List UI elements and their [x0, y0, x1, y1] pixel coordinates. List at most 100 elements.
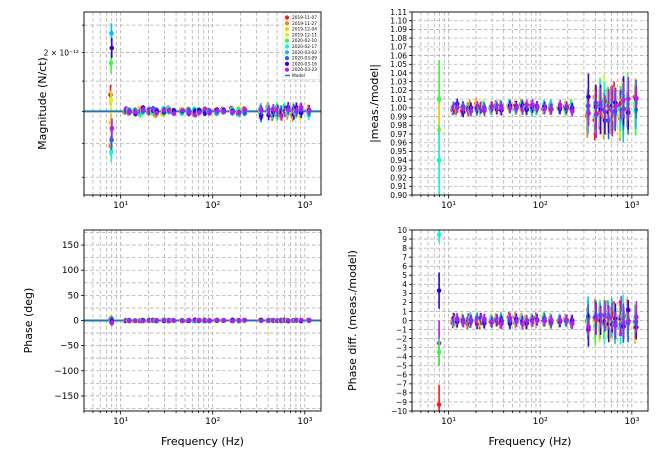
data-point [507, 105, 513, 111]
data-point [524, 102, 530, 108]
data-point [108, 97, 114, 103]
y-tick-label: 1.05 [390, 60, 407, 69]
y-tick-label: 1.03 [390, 78, 407, 87]
y-tick-label: 1.00 [390, 104, 407, 113]
data-point [499, 105, 504, 111]
y-tick-label: 50 [68, 291, 80, 301]
data-point [162, 108, 167, 113]
y-tick-label: 1.08 [390, 34, 407, 43]
data-point [436, 157, 442, 163]
y-tick-label: −6 [396, 371, 407, 380]
data-point [634, 314, 639, 320]
data-point [108, 60, 114, 66]
data-point [133, 109, 138, 115]
legend-swatch [284, 67, 290, 72]
x-tick-label: 10² [205, 201, 220, 211]
data-point [468, 108, 474, 114]
data-point [507, 315, 513, 321]
x-tick-label: 10¹ [441, 417, 456, 427]
panel-ratio: 10¹ 10² 10³0.900.910.920.930.940.950.960.9… [368, 8, 649, 211]
data-point [634, 95, 639, 101]
x-axis-label: Frequency (Hz) [489, 435, 572, 448]
data-point [436, 96, 442, 102]
y-tick-label: 1.09 [390, 25, 407, 34]
legend-swatch [284, 56, 290, 61]
legend-label: 2020-03-02 [292, 50, 317, 56]
data-point [259, 107, 264, 113]
y-tick-label: −150 [54, 392, 79, 402]
legend-swatch [284, 50, 290, 55]
x-tick-label: 10³ [297, 201, 312, 211]
data-point [242, 107, 248, 112]
legend-swatch [284, 38, 290, 43]
data-point [534, 318, 540, 323]
data-point [127, 318, 132, 323]
y-tick-label: −4 [396, 353, 407, 362]
data-point [299, 317, 304, 323]
y-axis-label: |meas./model| [368, 64, 381, 143]
y-axis-label: Phase diff. (meas./model) [346, 250, 359, 391]
y-tick-label: 1.02 [390, 86, 407, 95]
data-point [221, 109, 227, 114]
data-point [215, 317, 220, 323]
y-tick-label: 1.07 [390, 43, 407, 52]
y-tick-label: −50 [60, 342, 79, 352]
legend-label: 2020-03-23 [292, 67, 317, 73]
data-point [171, 318, 177, 323]
data-point [140, 318, 146, 324]
data-point [279, 113, 284, 119]
data-point [557, 318, 563, 323]
y-tick-label: 2 [402, 298, 407, 307]
legend-label: 2020-02-17 [292, 44, 317, 50]
data-point [461, 105, 466, 111]
data-point [542, 318, 548, 324]
x-axis-label: Frequency (Hz) [161, 435, 244, 448]
data-point [259, 318, 264, 324]
y-tick-label: −1 [396, 325, 407, 334]
y-tick-label: 0.96 [390, 139, 407, 148]
x-tick-label: 10³ [624, 201, 639, 211]
data-point [468, 317, 474, 323]
data-point [140, 107, 146, 112]
y-tick-label: 1.10 [390, 17, 407, 26]
data-point [455, 105, 460, 110]
data-point [557, 102, 563, 108]
data-point [455, 316, 460, 322]
legend-swatch [284, 44, 290, 49]
data-point [127, 110, 132, 115]
y-tick-label: −2 [396, 334, 407, 343]
y-tick-label: 0 [402, 316, 407, 325]
y-tick-label: 0.91 [390, 182, 407, 191]
y-tick-label: −7 [396, 380, 407, 389]
data-point [286, 318, 291, 323]
data-point [613, 104, 618, 109]
x-tick-label: 10³ [297, 417, 312, 427]
y-tick-label: −5 [396, 362, 407, 371]
y-tick-label: 0.99 [390, 112, 407, 121]
data-point [514, 105, 519, 111]
data-point [586, 94, 591, 100]
y-tick-label: 0.90 [390, 191, 407, 200]
data-point [197, 110, 202, 115]
data-point [186, 317, 192, 323]
y-tick-label: 10 [397, 226, 407, 235]
data-point [109, 30, 114, 36]
data-point [499, 321, 504, 327]
data-point [598, 99, 604, 105]
y-axis-label: Phase (deg) [22, 288, 35, 354]
data-point [570, 109, 575, 114]
y-tick-label: 3 [402, 289, 407, 298]
data-point [436, 349, 442, 355]
data-point [307, 108, 312, 113]
data-point [221, 317, 227, 323]
y-tick-label: −9 [396, 398, 407, 407]
y-tick-label: −100 [54, 367, 79, 377]
data-point [162, 317, 167, 323]
y-tick-label: 0.94 [390, 156, 407, 165]
y-tick-label: 2 × 10⁻¹² [44, 48, 79, 57]
data-point [621, 97, 627, 103]
y-tick-label: −3 [396, 343, 407, 352]
data-point [294, 109, 299, 115]
legend-label: 2020-02-10 [292, 38, 317, 44]
